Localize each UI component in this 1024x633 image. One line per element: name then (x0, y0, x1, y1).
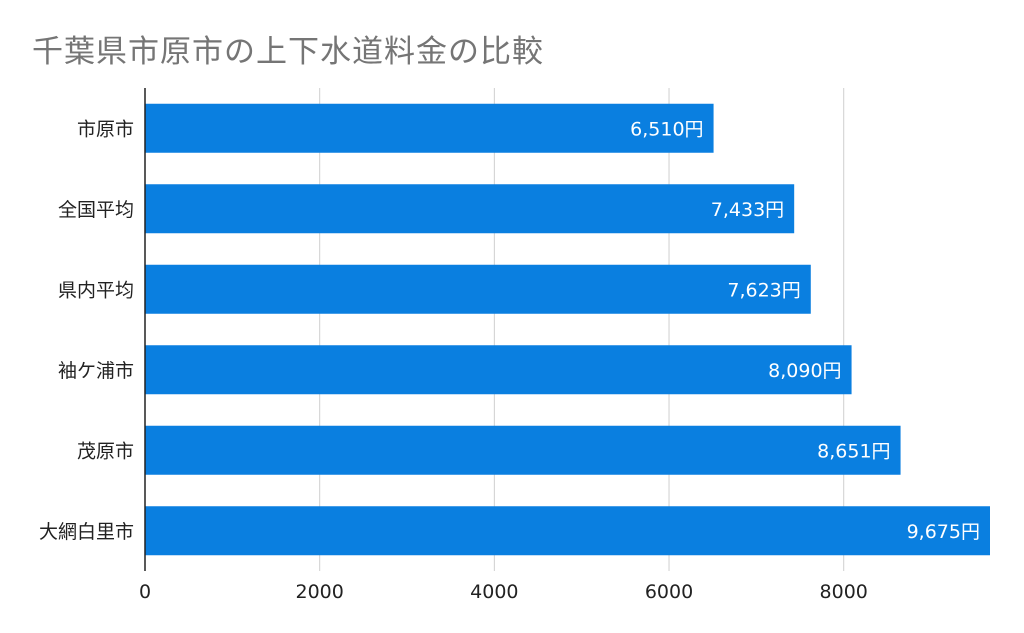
x-tick-label: 2000 (295, 581, 343, 603)
x-tick-label: 0 (139, 581, 151, 603)
gridlines (319, 88, 845, 571)
category-label: 大網白里市 (39, 521, 134, 543)
category-label: 袖ケ浦市 (58, 360, 134, 382)
bar-3 (145, 345, 852, 395)
x-tick-label: 6000 (645, 581, 693, 603)
data-labels: 6,510円 7,433円 7,623円 8,090円 8,651円 9,675円 (630, 118, 980, 543)
data-label: 6,510円 (630, 118, 703, 140)
data-label: 8,090円 (768, 360, 841, 382)
x-tick-label: 8000 (820, 581, 868, 603)
chart-title: 千葉県市原市の上下水道料金の比較 (32, 34, 544, 70)
category-label: 茂原市 (77, 440, 134, 462)
bar-4 (145, 425, 901, 475)
data-label: 8,651円 (817, 440, 890, 462)
bars (145, 103, 990, 556)
data-label: 7,433円 (711, 199, 784, 221)
bar-5 (145, 506, 990, 556)
x-tick-labels: 0 2000 4000 6000 8000 (139, 581, 868, 603)
bar-0 (145, 103, 714, 153)
category-label: 市原市 (77, 118, 134, 140)
bar-1 (145, 184, 795, 234)
data-label: 7,623円 (727, 279, 800, 301)
category-label: 県内平均 (58, 279, 134, 301)
data-label: 9,675円 (907, 521, 980, 543)
x-tick-label: 4000 (470, 581, 518, 603)
category-label: 全国平均 (58, 199, 134, 221)
bar-2 (145, 264, 811, 314)
